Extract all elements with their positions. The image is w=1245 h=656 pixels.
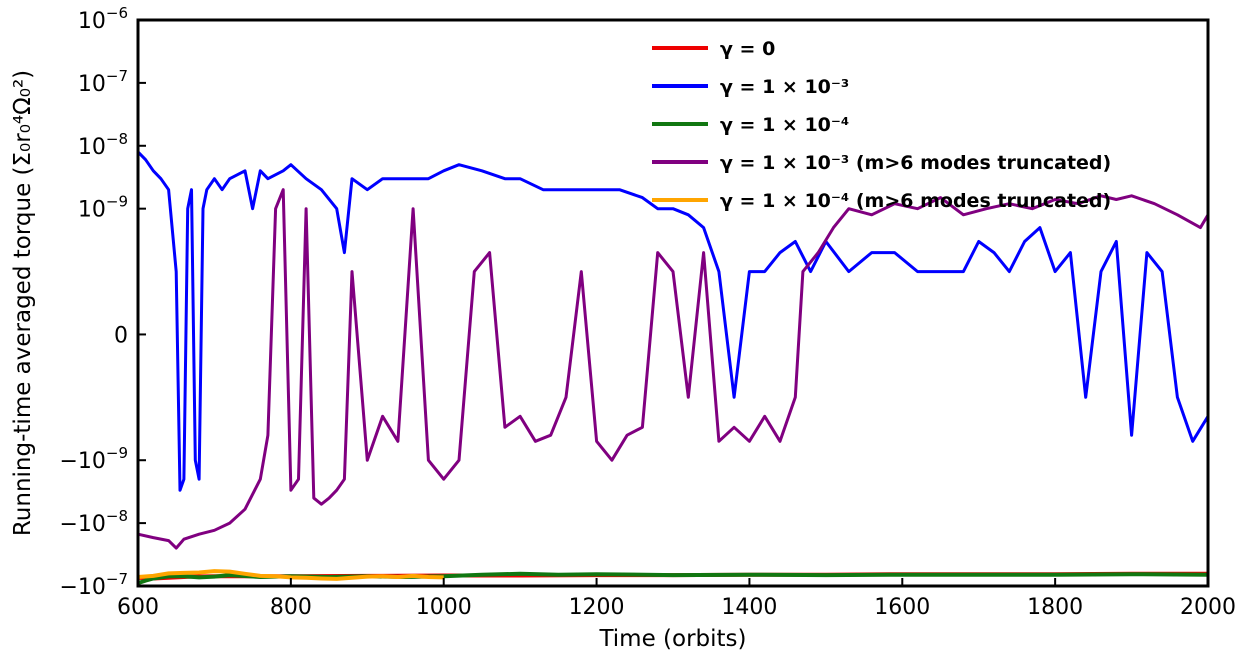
- x-tick-label: 1000: [416, 595, 472, 620]
- y-tick-label: 10−7: [78, 67, 128, 97]
- x-tick-label: 800: [270, 595, 312, 620]
- legend: γ = 0 γ = 1 × 10⁻³ γ = 1 × 10⁻⁴ γ = 1 × 10⁻…: [652, 38, 1111, 212]
- x-tick-label: 1400: [721, 595, 777, 620]
- series-layer: [136, 150, 1210, 586]
- x-axis-title: Time (orbits): [598, 626, 746, 652]
- legend-label-2: γ = 1 × 10⁻⁴: [720, 114, 849, 136]
- y-tick-label: −10−8: [59, 507, 128, 537]
- series-line-1: [136, 150, 1210, 492]
- x-tick-label: 1200: [569, 595, 625, 620]
- y-axis-title: Running-time averaged torque (Σ₀r₀⁴Ω₀²): [10, 70, 36, 536]
- x-tick-label: 600: [117, 595, 159, 620]
- y-tick-label: 0: [114, 323, 128, 348]
- series-line-3: [137, 188, 1210, 550]
- legend-label-0: γ = 0: [720, 38, 775, 60]
- y-tick-label: −10−7: [59, 570, 128, 600]
- y-tick-label: 10−9: [78, 193, 128, 223]
- x-tick-label: 2000: [1180, 595, 1236, 620]
- x-axis: 600 800 1000 1200 1400 1600 1800 2000: [117, 578, 1236, 620]
- y-tick-label: −10−9: [59, 444, 128, 474]
- x-tick-label: 1600: [874, 595, 930, 620]
- x-tick-label: 1800: [1027, 595, 1083, 620]
- y-tick-label: 10−6: [78, 4, 128, 34]
- y-tick-label: 10−8: [78, 130, 128, 160]
- legend-label-3: γ = 1 × 10⁻³ (m>6 modes truncated): [720, 152, 1111, 174]
- legend-label-1: γ = 1 × 10⁻³: [720, 76, 849, 98]
- y-axis: 10−6 10−7 10−8 10−9 0 −10−9 −10−8 −10−7: [59, 4, 146, 600]
- series-line-4: [137, 569, 444, 581]
- plot-frame: [136, 18, 1210, 588]
- legend-label-4: γ = 1 × 10⁻⁴ (m>6 modes truncated): [720, 190, 1111, 212]
